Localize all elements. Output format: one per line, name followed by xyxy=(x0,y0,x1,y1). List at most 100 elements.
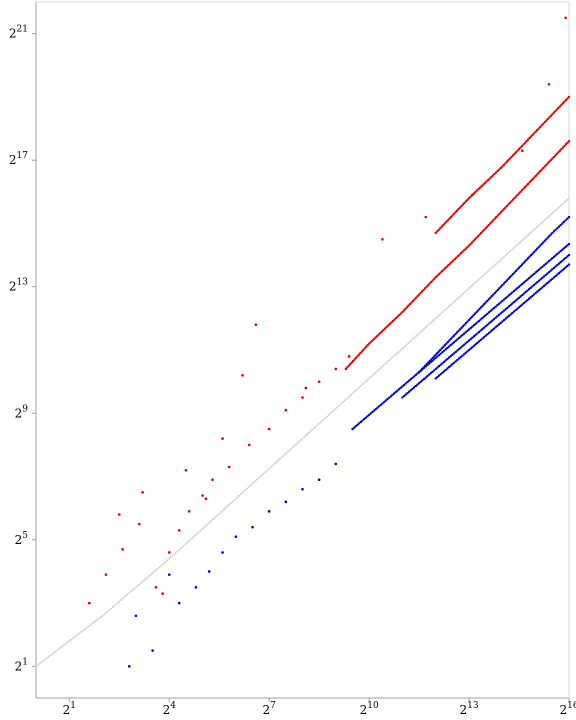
data-point xyxy=(563,100,566,103)
data-point xyxy=(64,642,67,645)
data-point xyxy=(118,600,121,603)
data-point xyxy=(546,272,549,275)
data-point xyxy=(371,410,374,414)
data-point xyxy=(85,626,88,629)
data-point xyxy=(554,228,557,231)
data-point xyxy=(511,311,514,315)
data-point xyxy=(347,364,350,368)
data-point xyxy=(481,337,484,340)
data-point xyxy=(442,223,445,227)
data-point xyxy=(352,426,356,429)
data-point xyxy=(461,250,464,253)
data-point xyxy=(357,353,361,356)
data-point xyxy=(542,220,544,223)
data-point xyxy=(475,189,479,192)
series-blue-9 xyxy=(127,462,338,668)
data-point xyxy=(366,344,369,347)
data-point xyxy=(536,269,539,273)
data-point xyxy=(549,114,553,118)
data-point xyxy=(434,377,437,380)
data-point xyxy=(226,505,229,507)
data-point xyxy=(54,650,57,653)
data-point xyxy=(544,283,547,286)
data-point xyxy=(489,320,492,324)
data-point xyxy=(481,304,484,307)
data-point xyxy=(557,271,561,275)
data-point xyxy=(174,552,177,554)
data-point xyxy=(395,352,398,355)
data-point xyxy=(539,244,542,247)
data-point xyxy=(507,294,511,297)
data-point xyxy=(448,339,451,342)
data-point xyxy=(495,290,498,293)
data-point xyxy=(543,239,546,243)
data-point xyxy=(499,285,503,288)
data-point xyxy=(480,276,483,279)
data-point xyxy=(356,423,359,427)
data-point xyxy=(539,287,542,290)
data-point xyxy=(542,241,545,244)
data-point xyxy=(502,208,506,211)
data-point xyxy=(549,279,552,282)
data-point xyxy=(521,303,524,306)
data-point xyxy=(154,585,158,589)
data-point xyxy=(509,313,512,316)
data-point xyxy=(103,613,106,616)
data-point xyxy=(483,228,486,231)
data-point xyxy=(381,237,384,241)
data-point xyxy=(481,274,484,277)
data-point xyxy=(484,301,487,304)
data-point xyxy=(524,279,527,283)
data-point xyxy=(511,272,515,276)
data-point xyxy=(145,577,147,580)
data-point xyxy=(241,374,244,377)
data-point xyxy=(471,336,474,339)
data-point xyxy=(467,288,470,290)
data-point xyxy=(536,290,539,293)
data-point xyxy=(526,289,529,292)
y-tick-label: 29 xyxy=(15,404,29,420)
data-point xyxy=(361,383,364,386)
data-point xyxy=(428,323,431,326)
data-point xyxy=(141,491,144,494)
data-point xyxy=(532,132,536,135)
data-point xyxy=(247,443,251,447)
data-point xyxy=(474,322,477,325)
data-point xyxy=(329,412,332,415)
data-point xyxy=(532,283,536,287)
data-point xyxy=(436,316,439,318)
data-point xyxy=(544,262,547,266)
data-point xyxy=(549,233,553,236)
data-point xyxy=(491,328,494,332)
data-point xyxy=(437,353,441,357)
data-point xyxy=(177,601,181,605)
data-point xyxy=(549,258,552,261)
data-point xyxy=(507,277,510,281)
data-point xyxy=(462,343,466,346)
data-point xyxy=(437,374,441,377)
data-point xyxy=(439,348,442,352)
data-point xyxy=(550,213,553,216)
data-point xyxy=(371,374,374,377)
data-point xyxy=(265,469,268,472)
data-point xyxy=(448,217,451,220)
data-point xyxy=(391,319,395,323)
data-point xyxy=(464,331,467,334)
data-point xyxy=(507,158,510,162)
data-point xyxy=(464,291,466,293)
data-point xyxy=(499,321,502,325)
data-point xyxy=(191,537,193,540)
data-point xyxy=(262,472,265,475)
data-point xyxy=(508,201,512,205)
data-point xyxy=(476,321,479,324)
data-point xyxy=(432,369,436,372)
data-point xyxy=(534,271,537,274)
data-point xyxy=(140,582,142,584)
data-point xyxy=(454,332,457,336)
data-point xyxy=(487,223,490,227)
data-point xyxy=(520,239,523,242)
data-point xyxy=(243,490,245,493)
data-point xyxy=(414,384,417,388)
data-point xyxy=(436,230,439,233)
data-point xyxy=(541,286,544,289)
